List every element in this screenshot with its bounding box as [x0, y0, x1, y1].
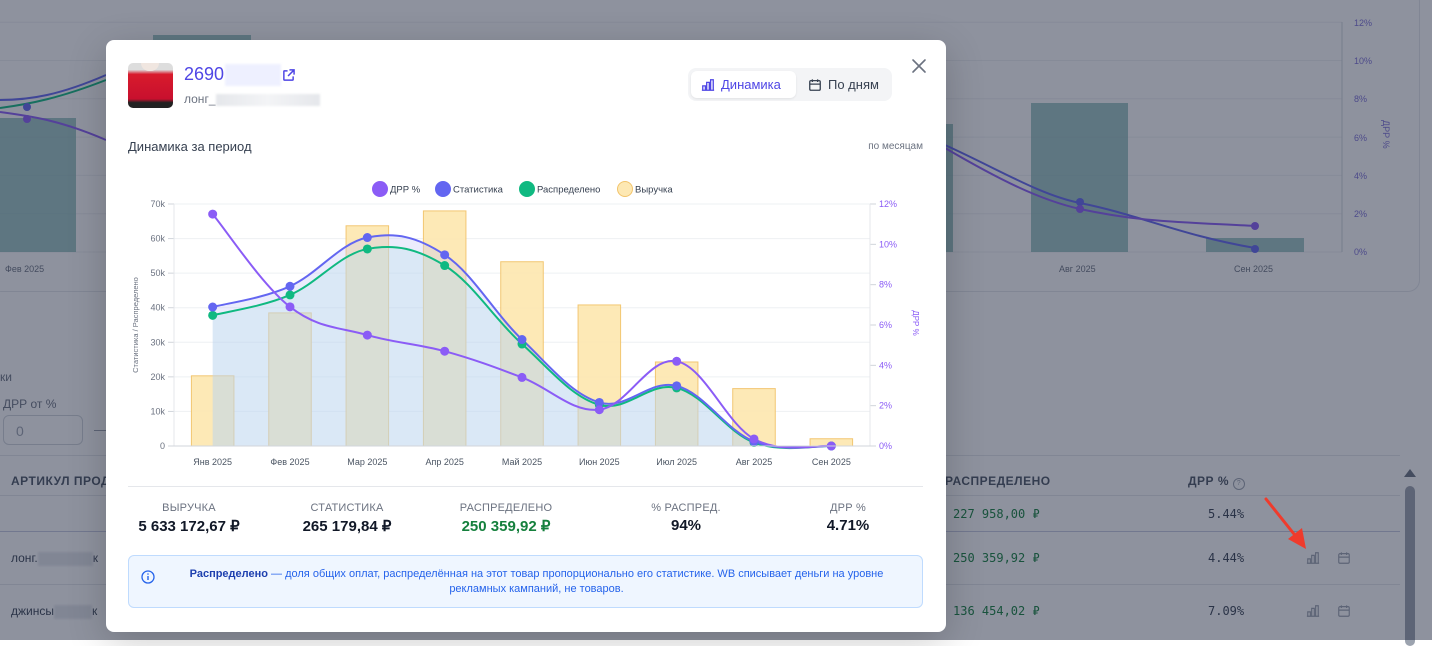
- x-tick-label: Май 2025: [502, 457, 542, 467]
- statistics-point: [517, 335, 527, 345]
- tab-by-days[interactable]: По дням: [798, 71, 892, 98]
- right-tick-label: 4%: [879, 360, 892, 370]
- bar-chart-icon: [701, 78, 715, 91]
- stat-distributed-percent: % РАСПРЕД. 94%: [651, 502, 721, 534]
- distributed-point: [285, 290, 295, 300]
- drr-point: [594, 405, 604, 415]
- right-axis-title: ДРР %: [911, 310, 920, 335]
- stat-drr: ДРР % 4.71%: [826, 502, 870, 534]
- summary-divider: [128, 486, 923, 487]
- right-tick-label: 6%: [879, 320, 892, 330]
- left-tick-label: 10k: [150, 406, 165, 416]
- right-tick-label: 10%: [879, 239, 897, 249]
- right-tick-label: 2%: [879, 401, 892, 411]
- x-tick-label: Фев 2025: [270, 457, 309, 467]
- tab-dynamics[interactable]: Динамика: [691, 71, 796, 98]
- left-tick-label: 50k: [150, 268, 165, 278]
- statistics-point: [594, 397, 604, 407]
- statistics-point: [440, 250, 450, 260]
- stat-statistics: СТАТИСТИКА 265 179,84 ₽: [302, 502, 392, 535]
- legend-swatch: [435, 181, 451, 197]
- x-tick-label: Мар 2025: [347, 457, 387, 467]
- legend-label: Статистика: [453, 185, 504, 196]
- statistics-point: [208, 302, 218, 312]
- x-tick-label: Июл 2025: [656, 457, 697, 467]
- legend-label: ДРР %: [390, 185, 421, 196]
- legend-label: Выручка: [635, 185, 673, 196]
- product-dynamics-modal: 2690 лонг_ Динамика По дням Динамика за …: [106, 40, 946, 632]
- product-sku-link[interactable]: 2690: [184, 64, 282, 87]
- redacted-text: [225, 64, 282, 87]
- drr-point: [440, 346, 450, 356]
- drr-point: [285, 302, 295, 312]
- left-tick-label: 40k: [150, 303, 165, 313]
- left-tick-label: 30k: [150, 337, 165, 347]
- x-tick-label: Апр 2025: [425, 457, 463, 467]
- legend-swatch: [372, 181, 388, 197]
- chart-legend: ДРР % Статистика Распределено Выручка: [372, 181, 673, 197]
- info-note: Распределено — доля общих оплат, распред…: [128, 555, 923, 608]
- left-tick-label: 60k: [150, 234, 165, 244]
- annotation-arrow-icon: [1264, 497, 1306, 549]
- distributed-point: [440, 261, 450, 271]
- statistics-point: [285, 281, 295, 291]
- legend-swatch: [617, 181, 633, 197]
- right-tick-label: 0%: [879, 441, 892, 451]
- right-tick-label: 12%: [879, 199, 897, 209]
- section-title: Динамика за период: [128, 139, 252, 154]
- drr-point: [362, 330, 372, 340]
- drr-point: [749, 434, 759, 444]
- drr-point: [208, 209, 218, 219]
- stat-revenue: ВЫРУЧКА 5 633 172,67 ₽: [138, 502, 240, 535]
- x-tick-label: Июн 2025: [579, 457, 620, 467]
- calendar-icon: [809, 78, 821, 91]
- drr-point: [672, 356, 682, 366]
- info-text: Распределено — доля общих оплат, распред…: [189, 568, 884, 595]
- period-granularity[interactable]: по месяцам: [868, 141, 923, 152]
- x-tick-label: Янв 2025: [193, 457, 232, 467]
- dynamics-chart: ДРР % Статистика Распределено Выручка 0 10k 2…: [131, 181, 920, 467]
- drr-point: [517, 372, 527, 382]
- x-tick-label: Сен 2025: [812, 457, 851, 467]
- product-name: лонг_: [184, 92, 320, 106]
- left-tick-label: 70k: [150, 199, 165, 209]
- chart-axes: 0 10k 20k 30k 40k 50k 60k 70k 0% 2% 4% 6% 8% 10% 12% Ян…: [131, 199, 920, 467]
- stat-distributed: РАСПРЕДЕЛЕНО 250 359,92 ₽: [459, 502, 553, 535]
- left-tick-label: 0: [160, 441, 165, 451]
- statistics-point: [362, 233, 372, 243]
- chart-points: [208, 209, 836, 451]
- right-tick-label: 8%: [879, 280, 892, 290]
- legend-swatch: [519, 181, 535, 197]
- distributed-point: [208, 310, 218, 320]
- x-tick-label: Авг 2025: [736, 457, 773, 467]
- left-tick-label: 20k: [150, 372, 165, 382]
- info-icon: [141, 570, 155, 584]
- legend-label: Распределено: [537, 185, 600, 196]
- close-icon[interactable]: [910, 57, 928, 75]
- left-axis-title: Статистика / Распределено: [131, 277, 140, 373]
- product-thumbnail: [128, 63, 173, 108]
- external-link-icon[interactable]: [282, 69, 295, 82]
- distributed-point: [362, 244, 372, 254]
- view-switcher: Динамика По дням: [688, 68, 892, 101]
- statistics-point: [672, 381, 682, 391]
- redacted-text: [215, 93, 320, 106]
